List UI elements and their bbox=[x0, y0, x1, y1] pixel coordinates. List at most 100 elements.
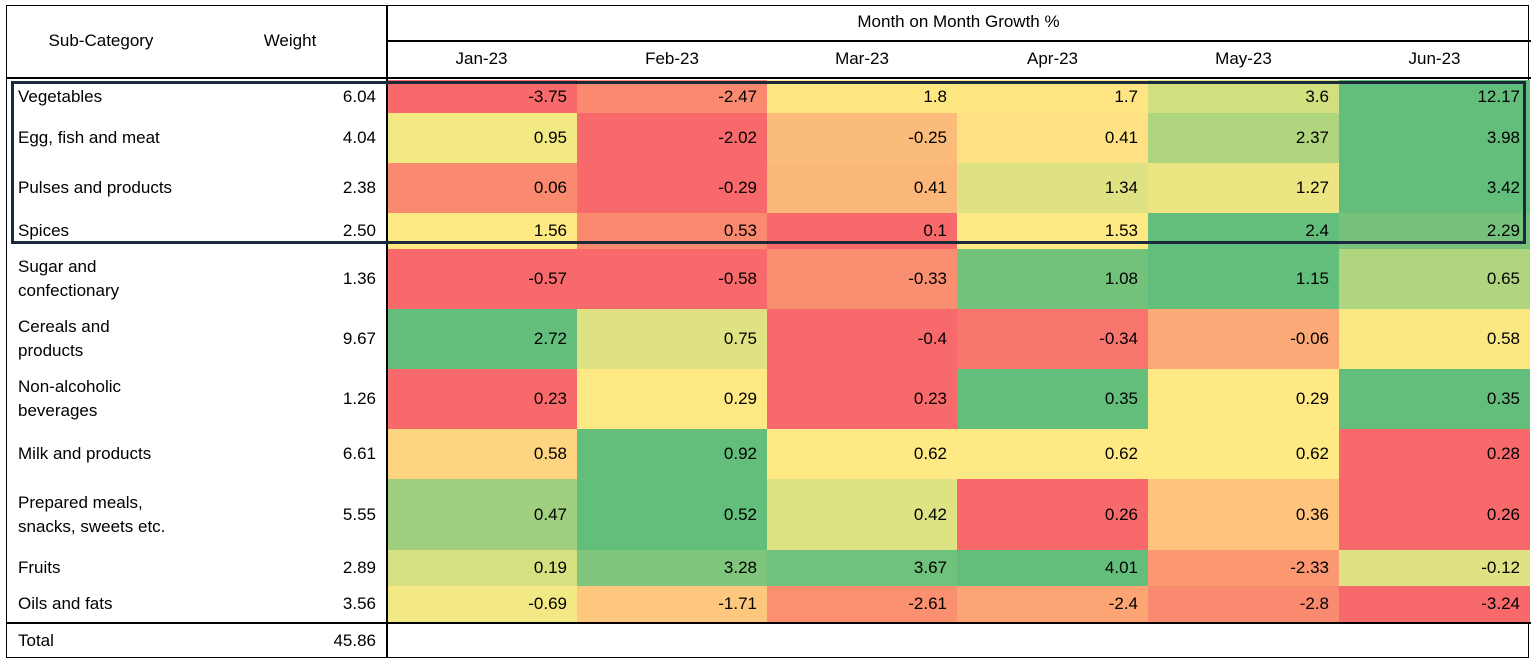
heatmap-cell: -2.61 bbox=[767, 586, 957, 622]
heatmap-cell: 0.75 bbox=[577, 309, 767, 369]
heatmap-cell: 2.29 bbox=[1339, 213, 1530, 249]
heatmap-cell: 0.62 bbox=[957, 429, 1148, 479]
row-weight: 2.89 bbox=[342, 558, 376, 577]
heatmap-cell: -0.33 bbox=[767, 249, 957, 309]
heatmap-cell: 0.92 bbox=[577, 429, 767, 479]
heatmap-cell: -2.02 bbox=[577, 113, 767, 163]
row-weight: 6.61 bbox=[342, 444, 376, 463]
row-label: Cereals and products bbox=[6, 309, 206, 369]
heatmap-cell: 0.65 bbox=[1339, 249, 1530, 309]
heatmap-cell: -2.33 bbox=[1148, 550, 1339, 586]
heatmap-cell: -0.25 bbox=[767, 113, 957, 163]
row-label-line: Cereals and bbox=[18, 317, 110, 336]
header-month: Jan-23 bbox=[455, 49, 508, 68]
heatmap-cell: 4.01 bbox=[957, 550, 1148, 586]
row-label-line: Fruits bbox=[18, 558, 61, 577]
row-label: Fruits bbox=[6, 550, 206, 586]
heatmap-cell: 0.06 bbox=[386, 163, 577, 213]
heatmap-cell: 0.28 bbox=[1339, 429, 1530, 479]
row-weight: 3.56 bbox=[342, 594, 376, 613]
row-label: Spices bbox=[6, 213, 206, 249]
row-weight: 9.67 bbox=[342, 329, 376, 348]
row-label-line: Sugar and bbox=[18, 257, 97, 276]
row-weight: 5.55 bbox=[342, 504, 376, 524]
row-label-line: Vegetables bbox=[18, 86, 103, 106]
heatmap-cell: 0.26 bbox=[957, 479, 1148, 550]
rule-month-header bbox=[386, 40, 1531, 42]
heatmap-cell: -2.47 bbox=[577, 80, 767, 113]
row-weight: 1.26 bbox=[342, 389, 376, 408]
heatmap-cell: -2.4 bbox=[957, 586, 1148, 622]
rule-header-bottom bbox=[6, 77, 1531, 79]
heatmap-cell: 1.27 bbox=[1148, 163, 1339, 213]
heatmap-cell: -0.57 bbox=[386, 249, 577, 309]
heatmap-cell: 2.72 bbox=[386, 309, 577, 369]
heatmap-cell: 2.37 bbox=[1148, 113, 1339, 163]
heatmap-cell: 3.67 bbox=[767, 550, 957, 586]
header-month-group: Month on Month Growth % bbox=[857, 12, 1060, 31]
heatmap-cell: 0.1 bbox=[767, 213, 957, 249]
heatmap-cell: -0.58 bbox=[577, 249, 767, 309]
heatmap-cell: 0.41 bbox=[767, 163, 957, 213]
row-label: Oils and fats bbox=[6, 586, 206, 622]
heatmap-cell: 1.08 bbox=[957, 249, 1148, 309]
row-label: Sugar and confectionary bbox=[6, 249, 206, 309]
heatmap-cell: 2.4 bbox=[1148, 213, 1339, 249]
heatmap-cell: 0.29 bbox=[577, 369, 767, 429]
heatmap-cell: 1.34 bbox=[957, 163, 1148, 213]
row-label: Vegetables bbox=[6, 80, 206, 113]
heatmap-cell: 0.26 bbox=[1339, 479, 1530, 550]
heatmap-cell: 3.98 bbox=[1339, 113, 1530, 163]
heatmap-cell: -0.12 bbox=[1339, 550, 1530, 586]
row-label-line: Egg, fish and meat bbox=[18, 128, 160, 147]
row-weight: 2.50 bbox=[342, 221, 376, 240]
heatmap-cell: 1.53 bbox=[957, 213, 1148, 249]
header-subcategory: Sub-Category bbox=[48, 31, 154, 50]
row-label-line: Non-alcoholic bbox=[18, 377, 121, 396]
row-label-line: products bbox=[18, 341, 84, 360]
row-label-line: confectionary bbox=[18, 281, 120, 300]
row-label-line: beverages bbox=[18, 401, 98, 420]
heatmap-cell: 0.58 bbox=[386, 429, 577, 479]
rule-total-top bbox=[6, 622, 1531, 624]
header-month: Apr-23 bbox=[1026, 49, 1079, 68]
heatmap-cell: 1.15 bbox=[1148, 249, 1339, 309]
heatmap-cell: -3.24 bbox=[1339, 586, 1530, 622]
heatmap-cell: -3.75 bbox=[386, 80, 577, 113]
heatmap-cell: -0.29 bbox=[577, 163, 767, 213]
row-label-line: Oils and fats bbox=[18, 594, 113, 613]
heatmap-cell: 0.42 bbox=[767, 479, 957, 550]
heatmap-cell: 0.35 bbox=[1339, 369, 1530, 429]
heatmap-cell: 0.47 bbox=[386, 479, 577, 550]
heatmap-cell: 0.53 bbox=[577, 213, 767, 249]
heatmap-cell: 0.23 bbox=[386, 369, 577, 429]
heatmap-cell: -0.69 bbox=[386, 586, 577, 622]
heatmap-cell: 0.62 bbox=[1148, 429, 1339, 479]
heatmap-cell: 3.6 bbox=[1148, 80, 1339, 113]
header-month: Jun-23 bbox=[1408, 49, 1461, 68]
row-weight: 2.38 bbox=[342, 178, 376, 197]
total-label: Total bbox=[18, 631, 54, 650]
heatmap-cell: -0.06 bbox=[1148, 309, 1339, 369]
heatmap-cell: 0.58 bbox=[1339, 309, 1530, 369]
header-weight: Weight bbox=[263, 31, 317, 50]
heatmap-cell: 3.28 bbox=[577, 550, 767, 586]
heatmap-cell: -0.4 bbox=[767, 309, 957, 369]
row-label: Pulses and products bbox=[6, 163, 206, 213]
heatmap-cell: 0.41 bbox=[957, 113, 1148, 163]
row-label-line: Spices bbox=[18, 221, 70, 240]
heatmap-cell: 0.19 bbox=[386, 550, 577, 586]
heatmap-cell: 0.36 bbox=[1148, 479, 1339, 550]
header-month: Mar-23 bbox=[835, 49, 889, 68]
heatmap-cell: 3.42 bbox=[1339, 163, 1530, 213]
row-label: Milk and products bbox=[6, 429, 206, 479]
row-label-line: Milk and products bbox=[18, 444, 152, 463]
heatmap-cell: 0.35 bbox=[957, 369, 1148, 429]
row-label: Prepared meals, snacks, sweets etc. bbox=[6, 479, 206, 550]
row-weight: 4.04 bbox=[342, 128, 376, 147]
row-label: Egg, fish and meat bbox=[6, 113, 206, 163]
heatmap-cell: 0.23 bbox=[767, 369, 957, 429]
rule-label-divider bbox=[386, 5, 388, 658]
row-weight: 1.36 bbox=[342, 269, 376, 288]
heatmap-cell: 1.56 bbox=[386, 213, 577, 249]
